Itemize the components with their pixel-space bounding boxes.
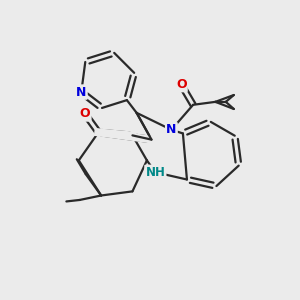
Text: N: N bbox=[76, 85, 86, 99]
Text: NH: NH bbox=[146, 166, 165, 179]
Text: O: O bbox=[176, 78, 187, 91]
Text: N: N bbox=[166, 123, 177, 136]
Text: O: O bbox=[80, 107, 90, 121]
